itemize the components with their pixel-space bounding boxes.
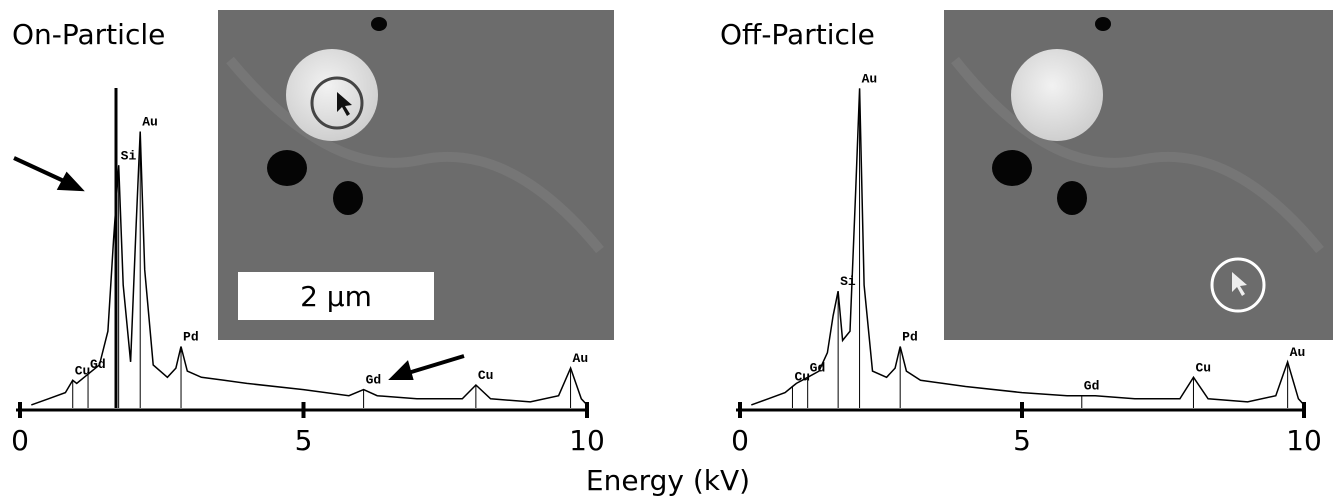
peak-label: Si bbox=[121, 148, 137, 163]
x-tick-label: 0 bbox=[11, 424, 29, 457]
peak-label: Cu bbox=[478, 368, 494, 383]
x-tick-label: 0 bbox=[731, 424, 749, 457]
sem-image-left: 2 µm bbox=[218, 10, 614, 340]
x-tick-label: 10 bbox=[569, 424, 605, 457]
peak-label: Au bbox=[862, 71, 878, 86]
x-axis-label: Energy (kV) bbox=[586, 464, 750, 497]
sem-image-right bbox=[944, 10, 1333, 340]
peak-label: Gd bbox=[366, 373, 382, 388]
peak-label: Au bbox=[142, 114, 158, 129]
scale-bar-label: 2 µm bbox=[300, 280, 372, 313]
chart-title: Off-Particle bbox=[720, 18, 875, 51]
peak-label: Si bbox=[840, 274, 856, 289]
peak-label: Au bbox=[1290, 345, 1306, 360]
x-tick-label: 5 bbox=[1013, 424, 1031, 457]
peak-label: Gd bbox=[1084, 379, 1100, 394]
peak-label: Pd bbox=[902, 330, 918, 345]
peak-label: Pd bbox=[183, 330, 199, 345]
chart-title: On-Particle bbox=[12, 18, 165, 51]
x-tick-label: 5 bbox=[295, 424, 313, 457]
x-tick-label: 10 bbox=[1286, 424, 1322, 457]
peak-label: Au bbox=[573, 351, 589, 366]
peak-label: Cu bbox=[1195, 360, 1211, 375]
figure: 2 µm On-Particle 0 5 10 Cu Gd Si Au Pd Gd Cu Au Ener… bbox=[0, 0, 1337, 502]
peak-label: Gd bbox=[810, 360, 826, 375]
peak-label: Gd bbox=[90, 357, 106, 372]
